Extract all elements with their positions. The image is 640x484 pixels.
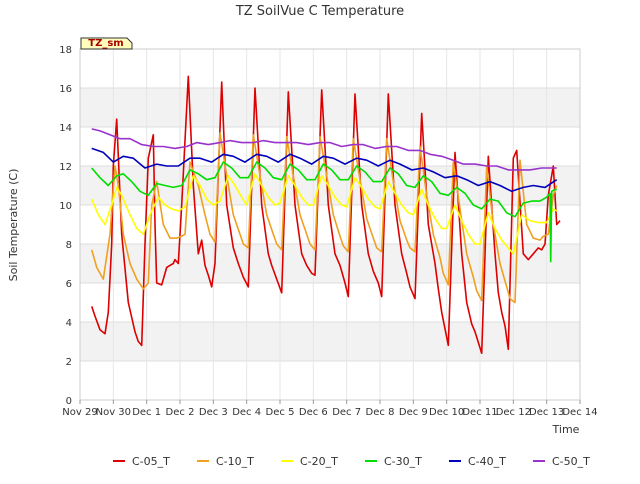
station-label-badge: TZ_sm: [80, 37, 133, 50]
plot-frame: [79, 48, 581, 401]
background-band: [80, 322, 580, 361]
x-tick-label: Nov 29: [62, 407, 97, 418]
legend-label-c-30-t: C-30_T: [384, 455, 422, 468]
x-tick-label: Dec 11: [462, 407, 497, 418]
legend-label-c-40-t: C-40_T: [468, 455, 506, 468]
x-tick-label: Dec 9: [399, 407, 428, 418]
y-axis-ticks: 0 2 4 6 8 10 12 14 16 18: [59, 45, 72, 407]
series-line-c-40-t: [91, 147, 558, 193]
x-tick-label: Dec 10: [429, 407, 464, 418]
y-tick-label: 0: [66, 396, 72, 407]
y-tick-label: 4: [66, 318, 72, 329]
legend: C-05_T C-10_T C-20_T C-30_T C-40_T C-50_T: [113, 455, 590, 468]
legend-label-c-50-t: C-50_T: [552, 455, 590, 468]
x-tick-label: Dec 3: [199, 407, 228, 418]
x-tick-label: Dec 6: [299, 407, 328, 418]
x-tick-label: Dec 7: [332, 407, 361, 418]
series-lines: [90, 75, 561, 355]
legend-label-c-20-t: C-20_T: [300, 455, 338, 468]
y-tick-label: 16: [59, 84, 72, 95]
x-tick-label: Dec 4: [232, 407, 261, 418]
x-tick-label: Dec 12: [496, 407, 531, 418]
x-tick-label: Dec 2: [166, 407, 195, 418]
station-label-box: [80, 37, 133, 50]
x-tick-label: Dec 5: [266, 407, 295, 418]
x-tick-label: Dec 14: [562, 407, 597, 418]
x-tick-label: Dec 1: [132, 407, 161, 418]
legend-label-c-05-t: C-05_T: [132, 455, 170, 468]
background-band: [80, 88, 580, 127]
y-axis-label: Soil Temperature (C): [7, 169, 20, 282]
y-tick-label: 8: [66, 240, 72, 251]
y-tick-label: 18: [59, 45, 72, 56]
station-label-text: TZ_sm: [88, 38, 123, 49]
series-line-c-20-t: [90, 173, 558, 255]
series-line-c-10-t: [90, 132, 558, 304]
y-tick-label: 14: [59, 123, 72, 134]
y-tick-label: 6: [66, 279, 72, 290]
x-tick-label: Dec 13: [529, 407, 564, 418]
legend-label-c-10-t: C-10_T: [216, 455, 254, 468]
chart-title: TZ SoilVue C Temperature: [235, 4, 404, 19]
x-tick-label: Dec 8: [366, 407, 395, 418]
y-tick-label: 10: [59, 201, 72, 212]
plot-background-bands: [80, 88, 580, 361]
x-axis-label: Time: [552, 423, 580, 436]
series-line-c-50-t: [91, 128, 557, 171]
x-tick-label: Nov 30: [96, 407, 131, 418]
y-tick-label: 2: [66, 357, 72, 368]
y-tick-label: 12: [59, 162, 72, 173]
series-line-c-30-t: [91, 161, 557, 263]
